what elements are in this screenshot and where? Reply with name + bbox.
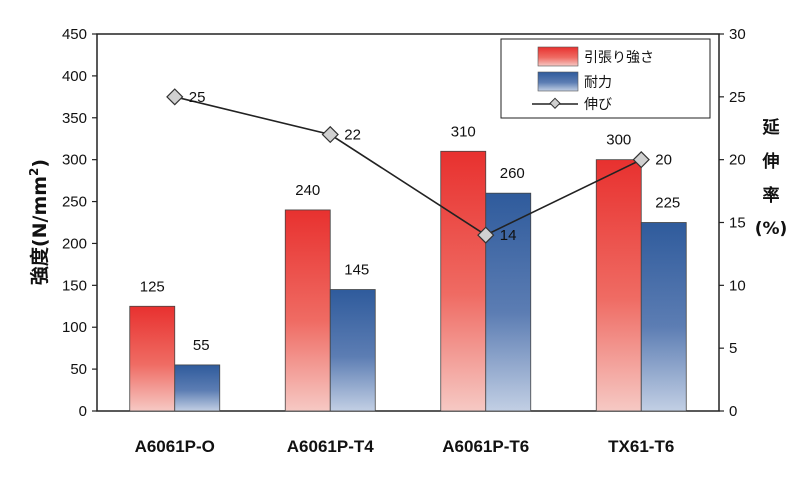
bar-proof [485, 192, 532, 412]
bar-value-label: 55 [193, 337, 210, 354]
legend-label-tensile: 引張り強さ [584, 50, 654, 66]
bar-data-labels: 125 55 240 145 310 260 300 225 [140, 123, 681, 354]
category-label: A6061P-O [135, 437, 215, 456]
y-tick-label: 400 [62, 68, 87, 85]
elongation-point [321, 125, 339, 144]
y2-title-char-4: (%) [755, 219, 788, 239]
elongation-value-label: 20 [655, 152, 672, 169]
right-axis: 0 5 10 15 20 25 30 [719, 26, 746, 420]
left-axis: 0 50 100 150 200 250 300 350 400 450 [62, 26, 97, 420]
y-tick-label: 200 [62, 235, 87, 252]
category-label: TX61-T6 [608, 437, 674, 456]
bar-value-label: 300 [606, 132, 631, 149]
bar-value-label: 225 [655, 195, 680, 212]
legend-box [500, 38, 711, 119]
y-tick-label: 0 [79, 403, 87, 420]
y2-tick-label: 20 [729, 152, 746, 169]
bars [129, 150, 687, 412]
elongation-value-label: 14 [500, 227, 517, 244]
y-tick-label: 150 [62, 277, 87, 294]
bar-value-label: 260 [500, 165, 525, 182]
y2-tick-label: 10 [729, 277, 746, 294]
category-label: A6061P-T6 [442, 437, 529, 456]
bar-proof [174, 364, 221, 412]
elongation-point [632, 151, 650, 169]
bar-tensile [284, 209, 331, 412]
elongation-point [477, 226, 495, 244]
y2-title-char-1: 延 [762, 117, 781, 138]
y2-title-char-2: 伸 [762, 151, 780, 172]
y2-tick-label: 30 [729, 26, 746, 43]
elongation-value-label: 25 [189, 89, 206, 106]
category-labels: A6061P-O A6061P-T4 A6061P-T6 TX61-T6 [135, 437, 675, 456]
legend-label-elongation: 伸び [584, 97, 612, 113]
bar-tensile [129, 305, 176, 412]
y2-title-char-3: 率 [763, 185, 780, 206]
elongation-line: 25 22 14 20 [166, 88, 672, 244]
y-tick-label: 450 [62, 26, 87, 43]
y2-tick-label: 15 [729, 215, 746, 232]
legend-swatch-proof [537, 71, 579, 92]
y2-tick-label: 25 [729, 89, 746, 106]
y-tick-label: 100 [62, 319, 87, 336]
legend-swatch-tensile [537, 46, 579, 67]
legend-marker-elongation [549, 97, 561, 109]
bar-value-label: 125 [140, 278, 165, 295]
y2-tick-label: 0 [729, 403, 737, 420]
bar-tensile [440, 150, 487, 412]
elongation-polyline [174, 96, 642, 236]
category-label: A6061P-T4 [287, 437, 374, 456]
y-tick-label: 350 [62, 110, 87, 127]
legend-label-proof: 耐力 [584, 75, 612, 91]
bar-value-label: 310 [451, 123, 476, 140]
bar-proof [640, 222, 687, 412]
elongation-value-label: 22 [344, 127, 361, 144]
bar-tensile [595, 159, 642, 412]
y-tick-label: 250 [62, 194, 87, 211]
bar-value-label: 240 [295, 182, 320, 199]
elongation-point [166, 88, 184, 106]
bar-proof [329, 289, 376, 412]
y2-axis-title: 延 伸 率 (%) [755, 117, 788, 239]
y-axis-title: 強度(N/mm2) [27, 159, 51, 285]
legend: 引張り強さ 耐力 伸び [500, 38, 711, 119]
y2-tick-label: 5 [729, 340, 737, 357]
bar-value-label: 145 [344, 262, 369, 279]
y-tick-label: 50 [70, 361, 87, 378]
y-tick-label: 300 [62, 152, 87, 169]
